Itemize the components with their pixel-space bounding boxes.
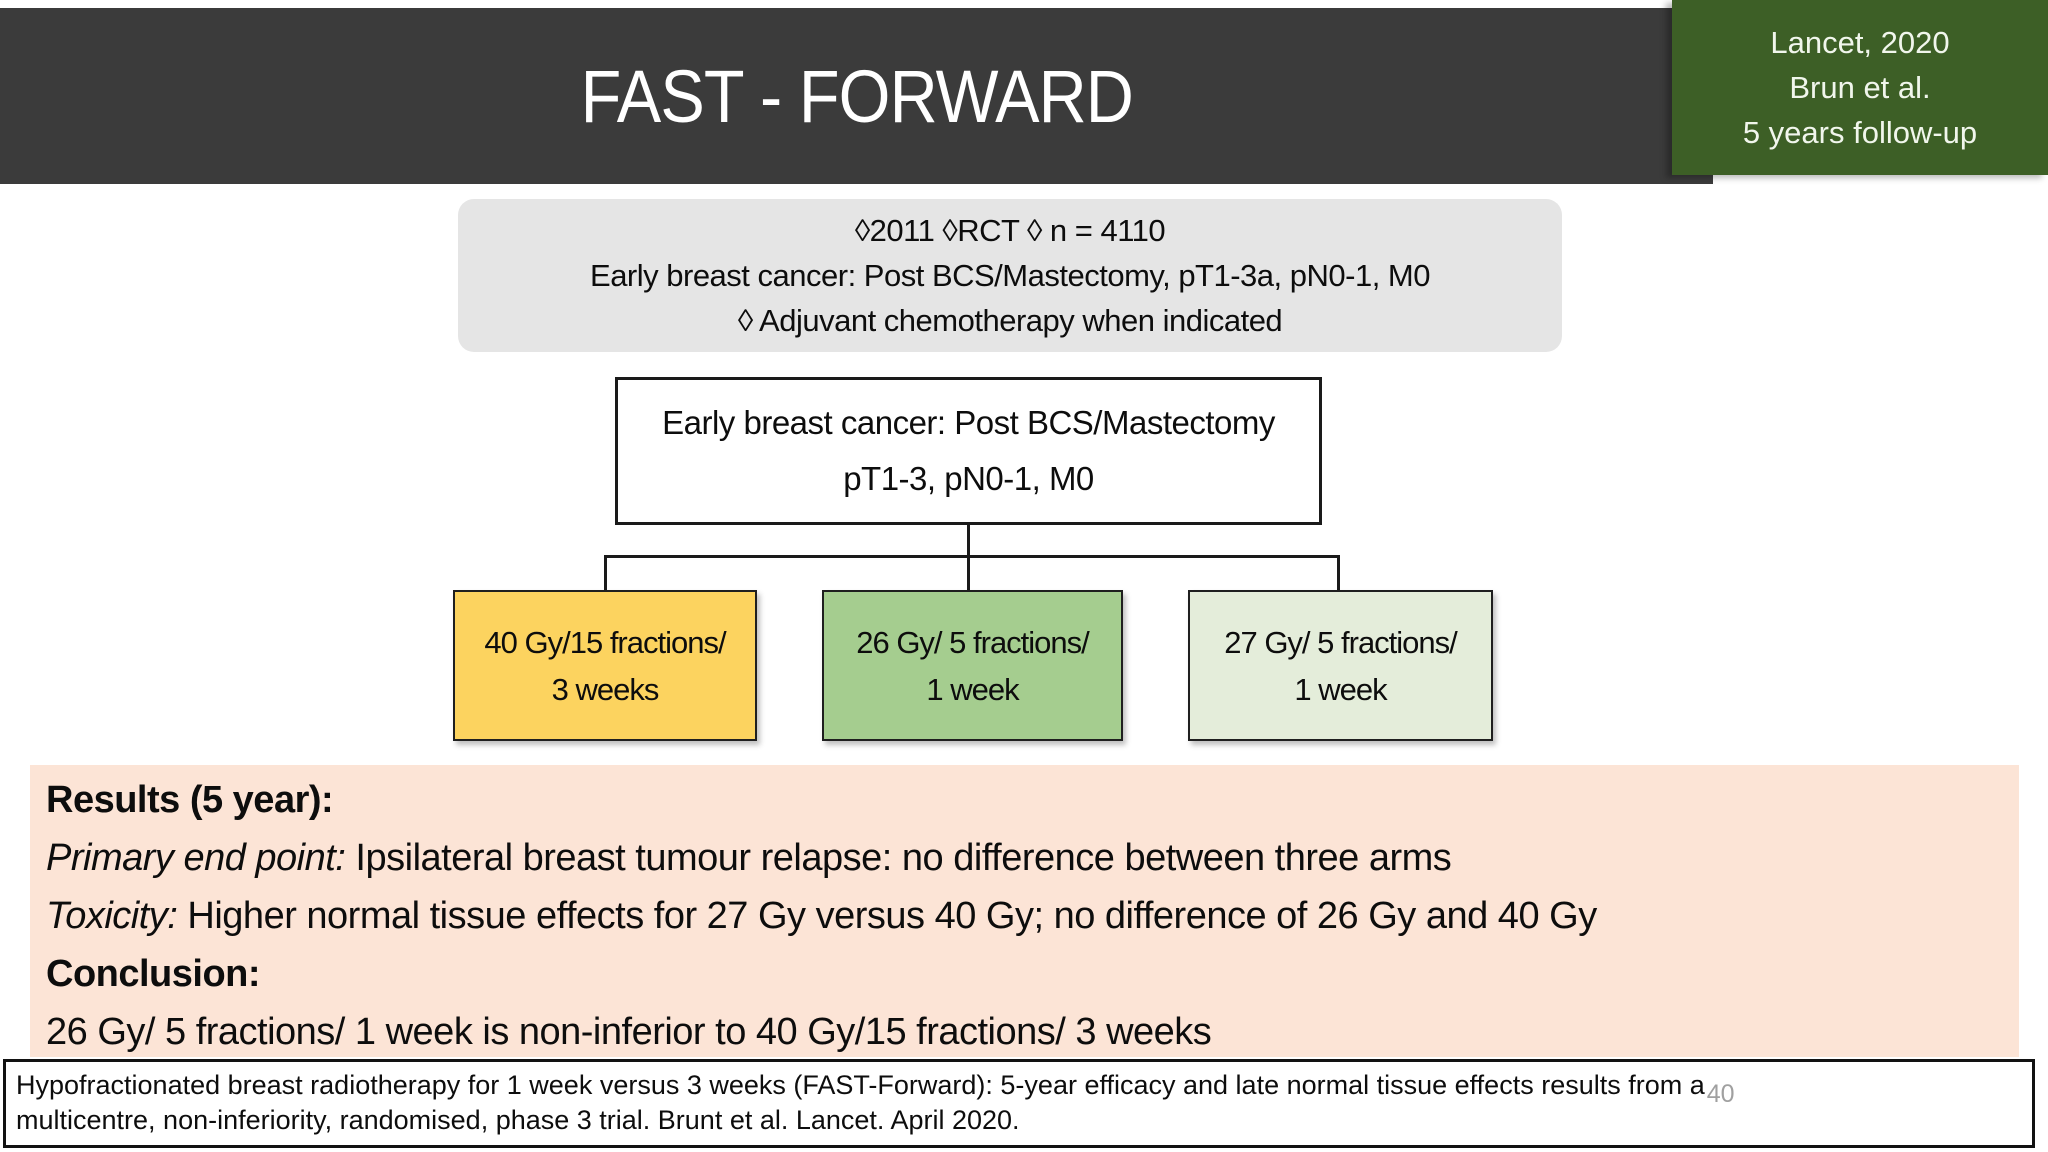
connector-left-drop	[604, 555, 607, 591]
connector-right-drop	[1337, 555, 1340, 591]
results-toxicity-line: Toxicity: Higher normal tissue effects f…	[46, 887, 2019, 945]
arm-27gy-line1: 27 Gy/ 5 fractions/	[1224, 624, 1458, 660]
footer-line1-text: Hypofractionated breast radiotherapy for…	[16, 1070, 1705, 1100]
connector-root-vertical	[967, 525, 970, 558]
trial-info-box: ◊2011 ◊RCT ◊ n = 4110 Early breast cance…	[458, 199, 1562, 352]
trial-info-line-population: Early breast cancer: Post BCS/Mastectomy…	[590, 258, 1430, 293]
arm-40gy-line1: 40 Gy/15 fractions/	[484, 624, 726, 660]
toxicity-label: Toxicity:	[46, 895, 178, 937]
arm-26gy-line1: 26 Gy/ 5 fractions/	[856, 624, 1090, 660]
flowchart-root-line2: pT1-3, pN0-1, M0	[843, 460, 1094, 497]
citation-line-journal: Lancet, 2020	[1770, 25, 1950, 60]
citation-line-followup: 5 years follow-up	[1742, 115, 1978, 150]
results-heading: Results (5 year):	[46, 779, 334, 821]
toxicity-text: Higher normal tissue effects for 27 Gy v…	[177, 895, 1597, 937]
arm-box-26gy: 26 Gy/ 5 fractions/ 1 week	[822, 590, 1123, 741]
header-bar: FAST - FORWARD	[0, 8, 1713, 184]
arm-box-40gy: 40 Gy/15 fractions/ 3 weeks	[453, 590, 757, 741]
primary-endpoint-text: Ipsilateral breast tumour relapse: no di…	[345, 837, 1452, 879]
connector-horizontal-bar	[604, 555, 1340, 558]
flowchart-root-box: Early breast cancer: Post BCS/Mastectomy…	[615, 377, 1322, 525]
results-primary-endpoint-line: Primary end point: Ipsilateral breast tu…	[46, 829, 2019, 887]
results-box: Results (5 year): Primary end point: Ips…	[30, 765, 2019, 1057]
footer-citation-box: Hypofractionated breast radiotherapy for…	[3, 1059, 2035, 1148]
arm-box-27gy: 27 Gy/ 5 fractions/ 1 week	[1188, 590, 1493, 741]
footer-line2: multicentre, non-inferiority, randomised…	[16, 1105, 1020, 1135]
trial-info-line-chemo: ◊ Adjuvant chemotherapy when indicated	[737, 303, 1283, 338]
arm-40gy-line2: 3 weeks	[551, 671, 660, 707]
citation-line-author: Brun et al.	[1789, 70, 1931, 105]
arm-26gy-line2: 1 week	[926, 671, 1019, 707]
connector-center-drop	[967, 555, 970, 591]
arm-27gy-line2: 1 week	[1294, 671, 1387, 707]
slide-title: FAST - FORWARD	[580, 54, 1133, 138]
citation-box: Lancet, 2020 Brun et al. 5 years follow-…	[1672, 0, 2048, 175]
primary-endpoint-label: Primary end point:	[46, 837, 346, 879]
footer-line1: Hypofractionated breast radiotherapy for…	[16, 1068, 2032, 1108]
conclusion-heading: Conclusion:	[46, 953, 261, 995]
page-number: 40	[1706, 1080, 1735, 1108]
conclusion-text: 26 Gy/ 5 fractions/ 1 week is non-inferi…	[46, 1011, 1212, 1053]
trial-info-line-basics: ◊2011 ◊RCT ◊ n = 4110	[854, 213, 1166, 248]
flowchart-root-line1: Early breast cancer: Post BCS/Mastectomy	[662, 404, 1275, 441]
